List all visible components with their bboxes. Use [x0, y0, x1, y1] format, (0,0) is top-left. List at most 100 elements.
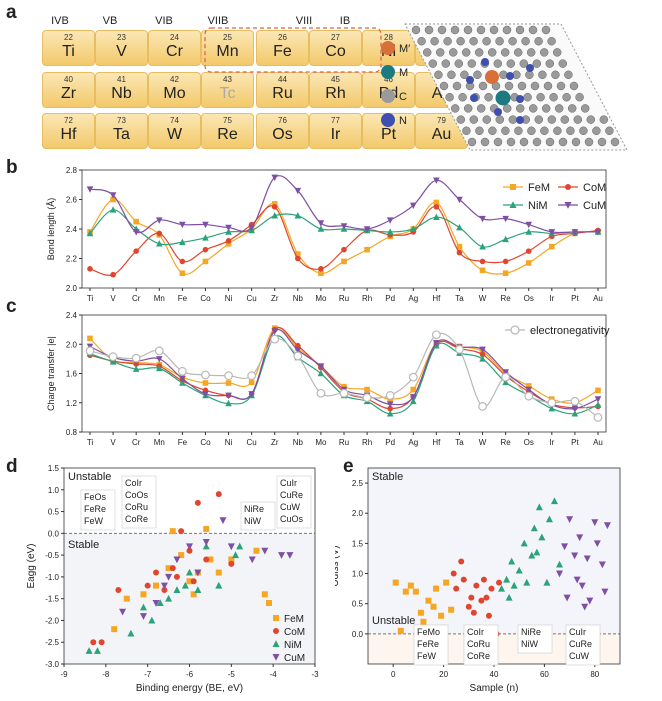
x-tick-label: Ir [549, 294, 554, 303]
x-tick-label: -4 [270, 670, 278, 679]
data-point [154, 346, 164, 356]
data-point [425, 597, 432, 604]
y-tick-label: 2.6 [66, 196, 78, 205]
atomic-number: 77 [331, 116, 340, 125]
data-point [443, 579, 450, 586]
legend-marker [272, 654, 280, 661]
y-tick-label: 2.0 [66, 340, 78, 349]
region-label: Unstable [68, 471, 111, 483]
series-electronegativity [85, 330, 603, 422]
data-point [456, 223, 463, 231]
data-point [286, 552, 294, 559]
carbon-atom [562, 92, 571, 102]
series-com [450, 558, 503, 637]
data-point [458, 558, 465, 565]
panel-label-b: b [6, 157, 18, 178]
data-point [155, 217, 163, 224]
carbon-atom [519, 137, 529, 147]
annotation-group: NiRe NiW [240, 501, 276, 531]
data-point [169, 565, 176, 572]
x-axis-label: Sample (n) [470, 683, 519, 694]
group-label: VIB [155, 15, 173, 27]
data-point [109, 206, 117, 213]
data-point [186, 547, 193, 554]
data-point [225, 224, 232, 232]
legend-atom-label: M′ [399, 43, 410, 55]
data-point [409, 225, 417, 232]
annotation-box [565, 624, 601, 666]
selected-metals-box [204, 27, 382, 73]
annotation-box [463, 624, 499, 666]
data-point [215, 581, 223, 589]
series-com [90, 491, 235, 646]
aggregation-energy-chart: -9 -8 -7 -6 -5 -4 -3 -3.0 -2.5 -2.0 -1.5 -1.0 -0.5 0.… [26, 464, 319, 694]
carbon-atom [411, 25, 421, 35]
atomic-number: 22 [64, 33, 73, 42]
y-tick-label: 0.5 [352, 600, 364, 609]
carbon-atom [610, 137, 620, 147]
x-tick-label: Ru [339, 294, 349, 303]
legend-atom [381, 41, 395, 55]
legend-label: FeM [528, 182, 550, 194]
carbon-atom [575, 92, 584, 102]
x-tick-label: -3 [311, 670, 319, 679]
data-point [202, 380, 209, 386]
element-symbol: Fe [273, 43, 292, 60]
series-com [87, 326, 601, 412]
annotation-box [413, 624, 449, 666]
data-point [133, 248, 139, 254]
x-tick-label: -6 [186, 670, 194, 679]
annotation-text: CuW [280, 502, 301, 512]
data-point [316, 388, 326, 398]
legend-label: CoM [284, 627, 305, 638]
data-point [479, 346, 486, 353]
carbon-atom [502, 104, 512, 113]
y-tick-label: -3.0 [45, 660, 59, 669]
data-point [271, 174, 279, 181]
x-tick-label: Os [524, 438, 534, 447]
carbon-atom [569, 81, 579, 91]
data-point [87, 266, 93, 272]
data-point [556, 570, 564, 578]
carbon-atom [447, 70, 456, 80]
data-point [502, 369, 509, 376]
annotation-text: NiRe [521, 627, 541, 637]
atomic-number: 46 [384, 75, 393, 84]
data-point [417, 609, 424, 616]
data-point [318, 266, 324, 272]
data-point [479, 351, 486, 358]
data-point [386, 217, 394, 224]
data-point [139, 613, 147, 620]
carbon-atom [592, 126, 601, 136]
data-point [525, 221, 533, 229]
data-point [140, 591, 147, 598]
data-point [430, 603, 437, 610]
element-symbol: Au [431, 126, 452, 143]
group-label: VB [102, 15, 118, 27]
carbon-atom [482, 115, 492, 124]
carbon-atom [476, 104, 486, 113]
data-point [207, 556, 214, 563]
annotation-group: FeMo FeRe FeW [413, 624, 449, 666]
y-tick-label: 0.5 [48, 508, 60, 517]
data-point [433, 585, 440, 592]
element-symbol: Re [217, 126, 238, 143]
data-point [502, 215, 509, 223]
data-point [270, 334, 280, 344]
element-cell-w: 74 W [148, 113, 201, 149]
y-tick-label: 2.2 [66, 255, 78, 264]
series-line [89, 335, 599, 415]
data-point [111, 626, 118, 633]
data-point [109, 358, 117, 365]
region-bottom [64, 533, 315, 664]
x-tick-label: Pd [385, 294, 395, 303]
data-point [295, 255, 301, 262]
carbon-atom [417, 36, 426, 46]
y-tick-label: -2.0 [45, 616, 59, 625]
carbon-atom [514, 126, 523, 136]
carbon-atom [488, 126, 497, 136]
carbon-atom [502, 25, 512, 35]
data-point [90, 639, 97, 646]
y-tick-label: 0.0 [352, 630, 364, 639]
data-point [179, 379, 186, 386]
